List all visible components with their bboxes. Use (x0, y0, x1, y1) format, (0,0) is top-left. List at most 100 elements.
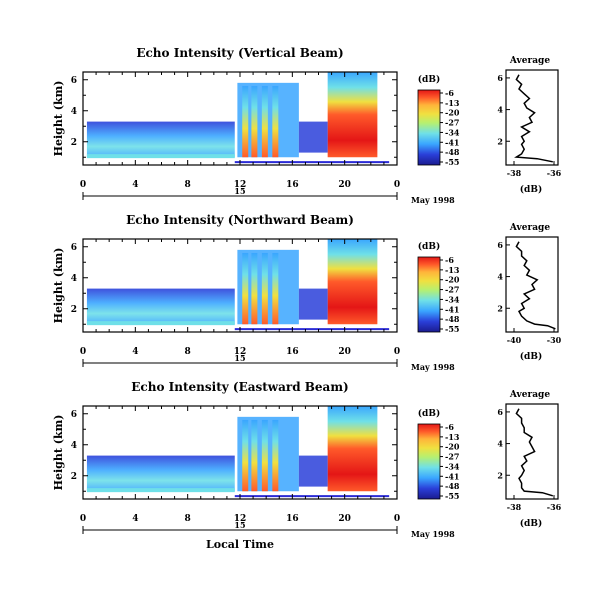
rain-cloud (327, 239, 378, 325)
colorbar-tick-label: -41 (445, 471, 459, 481)
x-tick-label: 8 (185, 180, 191, 190)
profile-frame (505, 403, 559, 500)
low-echo-layer (86, 455, 235, 492)
x-tick-label: 0 (394, 514, 400, 524)
profile-x-tick-label: -30 (547, 335, 562, 345)
convective-streak (272, 85, 279, 158)
profile-x-label: (dB) (520, 184, 542, 195)
panel-1: Echo Intensity (Vertical Beam) 0 4 8 12 16 20 0… (52, 46, 562, 200)
boundary-band (86, 321, 235, 326)
x-tick-label: 16 (286, 347, 299, 357)
colorbar-unit: (dB) (418, 241, 440, 252)
x-tick-label: 20 (338, 347, 351, 357)
x-tick-label: 0 (80, 180, 86, 190)
colorbar-tick-label: -41 (445, 137, 459, 147)
x-tick-label: 16 (286, 514, 299, 524)
convective-streak (242, 252, 249, 325)
convective-streak (261, 419, 268, 492)
day-label: 15 (234, 186, 245, 196)
gap-echo (298, 288, 328, 320)
boundary-band (86, 154, 235, 159)
profile-line (515, 408, 554, 497)
x-tick-label: 12 (234, 180, 247, 190)
x-tick-label: 16 (286, 180, 299, 190)
convective-streak (251, 252, 258, 325)
profile-y-tick-label: 2 (497, 470, 503, 480)
profile-x-tick-label: -38 (507, 502, 522, 512)
colorbar-tick-label: -55 (445, 324, 459, 334)
convective-streak (251, 419, 258, 492)
y-tick-label: 2 (71, 305, 77, 315)
panel-title: Echo Intensity (Vertical Beam) (136, 46, 343, 60)
date-label-3: May 1998 (411, 529, 455, 539)
y-axis-label: Height (km) (52, 81, 65, 157)
colorbar-unit: (dB) (418, 74, 440, 85)
x-tick-label: 12 (234, 514, 247, 524)
profile-y-tick-label: 2 (497, 303, 503, 313)
x-tick-label: 20 (338, 180, 351, 190)
colorbar (417, 89, 441, 166)
panel-title: Echo Intensity (Northward Beam) (126, 213, 354, 227)
colorbar (417, 423, 441, 500)
y-tick-label: 6 (71, 410, 77, 420)
surface-line (234, 495, 390, 498)
echo-heatmap (86, 406, 390, 498)
colorbar-tick-label: -48 (445, 314, 460, 324)
colorbar-tick-label: -48 (445, 481, 460, 491)
rain-cloud (327, 406, 378, 492)
surface-line (234, 161, 390, 164)
profile-title: Average (509, 223, 550, 233)
profile-frame (505, 236, 559, 333)
convective-streak (261, 85, 268, 158)
echo-heatmap (86, 72, 390, 164)
colorbar-tick-label: -6 (445, 422, 454, 432)
panel-2: Echo Intensity (Northward Beam)0 4 8 12 16 20… (52, 213, 562, 367)
x-tick-label: 0 (394, 180, 400, 190)
profile-x-tick-label: -36 (547, 168, 562, 178)
x-tick-label: 4 (132, 514, 138, 524)
gap-echo (298, 121, 328, 153)
colorbar-tick-label: -34 (445, 294, 460, 304)
x-tick-label: 4 (132, 180, 138, 190)
colorbar-tick-label: -6 (445, 255, 454, 265)
convective-streak (242, 85, 249, 158)
colorbar-tick-label: -34 (445, 461, 460, 471)
colorbar-tick-label: -13 (445, 98, 460, 108)
profile-y-tick-label: 6 (497, 240, 503, 250)
y-axis-label: Height (km) (52, 248, 65, 324)
y-tick-label: 6 (71, 76, 77, 86)
surface-line (234, 328, 390, 331)
profile-title: Average (509, 390, 550, 400)
colorbar-tick-label: -20 (445, 108, 460, 118)
profile-x-tick-label: -40 (507, 335, 522, 345)
colorbar (417, 256, 441, 333)
y-tick-label: 2 (71, 472, 77, 482)
rain-cloud (327, 72, 378, 158)
profile-frame (505, 69, 559, 166)
profile-y-tick-label: 6 (497, 73, 503, 83)
echo-heatmap (86, 239, 390, 331)
low-echo-layer (86, 121, 235, 158)
convective-streak (242, 419, 249, 492)
y-tick-label: 6 (71, 243, 77, 253)
colorbar-tick-label: -41 (445, 304, 459, 314)
colorbar-tick-label: -27 (445, 285, 459, 295)
colorbar-tick-label: -13 (445, 265, 460, 275)
profile-y-tick-label: 4 (497, 105, 503, 115)
low-echo-layer (86, 288, 235, 325)
profile-x-tick-label: -38 (507, 168, 522, 178)
colorbar-tick-label: -27 (445, 118, 459, 128)
colorbar-tick-label: -20 (445, 442, 460, 452)
convective-streak (251, 85, 258, 158)
colorbar-tick-label: -55 (445, 157, 459, 167)
boundary-band (86, 488, 235, 493)
colorbar-tick-label: -27 (445, 452, 459, 462)
panel-title: Echo Intensity (Eastward Beam) (131, 380, 348, 394)
x-tick-label: 4 (132, 347, 138, 357)
x-tick-label: 8 (185, 514, 191, 524)
x-tick-label: 20 (338, 514, 351, 524)
profile-x-label: (dB) (520, 518, 542, 529)
convective-streak (261, 252, 268, 325)
day-label: 15 (234, 520, 245, 530)
